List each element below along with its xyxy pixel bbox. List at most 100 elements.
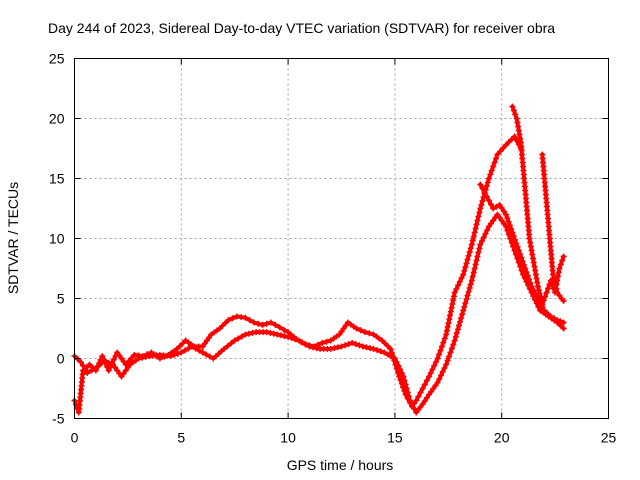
data-point bbox=[539, 301, 546, 308]
data-point bbox=[477, 241, 484, 248]
data-point bbox=[427, 369, 434, 376]
data-point bbox=[447, 308, 454, 315]
x-tick-label: 10 bbox=[280, 430, 296, 446]
data-point bbox=[469, 273, 476, 280]
data-point bbox=[540, 297, 547, 304]
data-point bbox=[452, 333, 459, 340]
data-point bbox=[313, 345, 320, 352]
data-point bbox=[443, 327, 450, 334]
data-point bbox=[387, 345, 394, 352]
data-point bbox=[513, 240, 520, 247]
data-point bbox=[310, 344, 316, 351]
data-point bbox=[517, 251, 524, 258]
data-point bbox=[413, 397, 420, 404]
data-point bbox=[447, 349, 454, 356]
data-point bbox=[242, 331, 249, 338]
data-point bbox=[522, 265, 529, 272]
data-point bbox=[189, 343, 195, 350]
data-point bbox=[423, 394, 430, 401]
series-line bbox=[72, 134, 523, 415]
data-point bbox=[405, 393, 412, 400]
data-point bbox=[267, 329, 274, 336]
data-point bbox=[483, 183, 490, 189]
data-point bbox=[86, 361, 93, 368]
data-point bbox=[221, 345, 227, 352]
data-point bbox=[377, 348, 384, 355]
data-point bbox=[402, 381, 409, 388]
data-point bbox=[520, 261, 527, 268]
data-point bbox=[463, 296, 470, 303]
data-point bbox=[363, 344, 370, 351]
data-point bbox=[519, 258, 526, 265]
data-point bbox=[551, 278, 558, 285]
data-point bbox=[557, 261, 564, 268]
data-point bbox=[245, 330, 252, 337]
data-point bbox=[393, 359, 400, 366]
data-point bbox=[174, 350, 181, 357]
y-tick-label: 0 bbox=[57, 351, 65, 367]
data-point bbox=[381, 340, 388, 347]
data-point bbox=[463, 260, 470, 267]
data-point bbox=[554, 317, 561, 324]
data-point bbox=[259, 321, 266, 328]
data-point bbox=[381, 349, 388, 356]
data-point bbox=[84, 369, 91, 376]
data-point bbox=[323, 338, 330, 345]
data-point bbox=[295, 337, 302, 344]
data-point bbox=[110, 356, 117, 363]
data-point bbox=[550, 271, 556, 278]
data-point bbox=[384, 343, 391, 350]
data-point bbox=[471, 265, 478, 272]
data-point bbox=[473, 221, 480, 228]
data-point bbox=[464, 292, 471, 299]
data-point bbox=[560, 297, 567, 304]
data-point bbox=[503, 223, 509, 230]
data-point bbox=[514, 255, 521, 262]
data-point bbox=[342, 342, 349, 349]
data-point bbox=[415, 393, 422, 400]
data-point bbox=[518, 267, 525, 274]
data-point bbox=[505, 139, 512, 146]
data-point bbox=[366, 330, 373, 337]
data-point bbox=[451, 337, 458, 344]
data-point bbox=[270, 330, 277, 337]
data-point bbox=[353, 325, 360, 332]
data-point bbox=[542, 293, 549, 300]
data-point bbox=[101, 357, 108, 364]
data-point bbox=[80, 362, 86, 369]
data-point bbox=[77, 359, 84, 366]
data-point bbox=[479, 198, 486, 204]
data-point bbox=[225, 317, 232, 324]
data-point bbox=[443, 361, 450, 368]
data-point bbox=[517, 263, 524, 270]
data-point bbox=[550, 275, 557, 282]
data-point bbox=[457, 318, 463, 325]
data-point bbox=[439, 368, 446, 375]
data-point bbox=[255, 320, 262, 327]
data-point bbox=[444, 357, 451, 364]
data-point bbox=[528, 283, 535, 290]
x-tick-label: 25 bbox=[601, 430, 617, 446]
data-point bbox=[263, 320, 270, 327]
data-point bbox=[421, 397, 428, 404]
data-point bbox=[327, 345, 334, 352]
data-point bbox=[514, 243, 521, 250]
data-point bbox=[229, 315, 236, 322]
data-point bbox=[456, 278, 463, 285]
data-point bbox=[477, 181, 484, 188]
data-point bbox=[560, 319, 567, 326]
data-point bbox=[404, 389, 411, 396]
data-point bbox=[338, 343, 345, 350]
data-point bbox=[417, 389, 424, 396]
data-point bbox=[419, 385, 426, 392]
data-point bbox=[238, 333, 245, 340]
data-point bbox=[484, 179, 491, 186]
data-point bbox=[469, 237, 476, 244]
data-point bbox=[142, 353, 149, 360]
data-point bbox=[459, 311, 466, 318]
data-point bbox=[458, 315, 465, 321]
data-point bbox=[490, 205, 497, 212]
data-point bbox=[345, 341, 352, 348]
data-point bbox=[465, 252, 472, 259]
